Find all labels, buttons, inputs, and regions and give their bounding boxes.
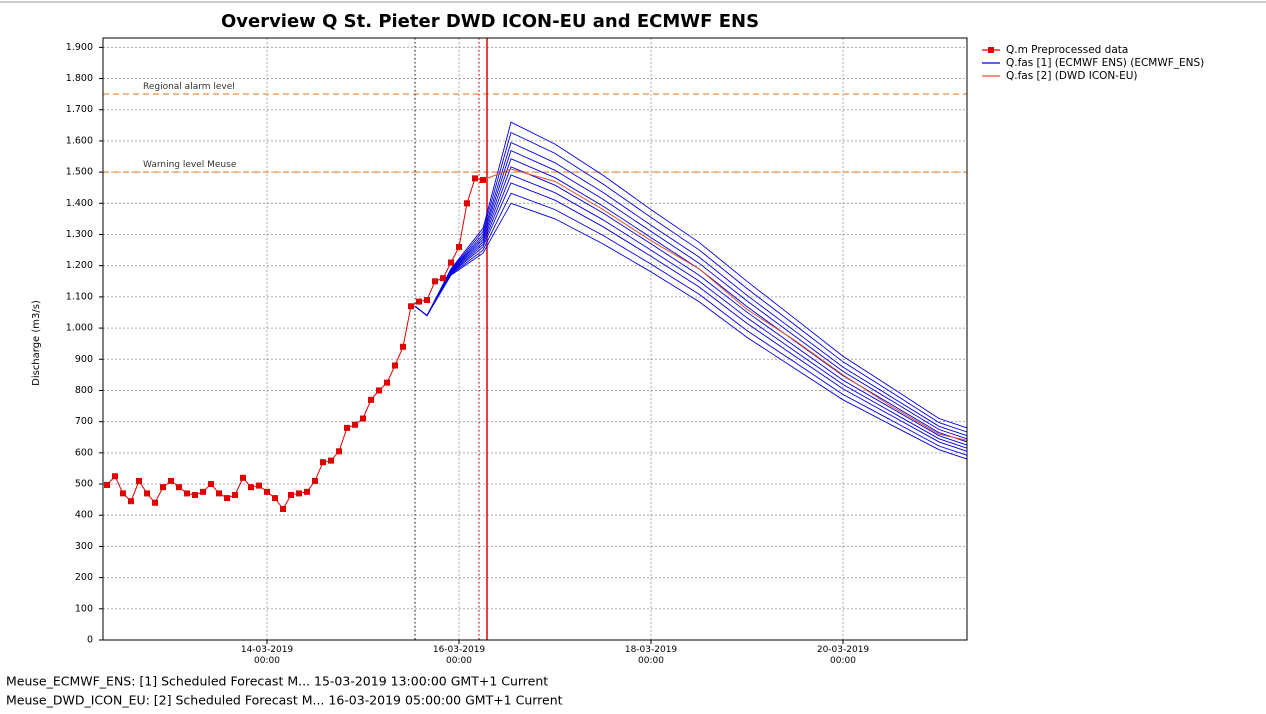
data-point bbox=[328, 457, 334, 464]
legend-label: Q.fas [1] (ECMWF ENS) (ECMWF_ENS) bbox=[1006, 57, 1204, 69]
data-point bbox=[144, 490, 150, 497]
data-point bbox=[416, 298, 422, 305]
data-point bbox=[352, 421, 358, 428]
y-tick-label: 1.900 bbox=[66, 42, 93, 53]
series-line bbox=[414, 158, 968, 443]
series-line bbox=[414, 202, 968, 460]
data-point bbox=[288, 491, 294, 498]
y-tick-label: 300 bbox=[75, 541, 93, 552]
data-point bbox=[128, 498, 134, 505]
data-point bbox=[432, 278, 438, 285]
data-point bbox=[304, 488, 310, 495]
data-point bbox=[448, 259, 454, 266]
data-point bbox=[104, 481, 110, 488]
threshold-label: Warning level Meuse bbox=[143, 160, 237, 170]
y-tick-label: 1.800 bbox=[66, 73, 93, 84]
data-point bbox=[408, 303, 414, 310]
data-point bbox=[232, 491, 238, 498]
data-point bbox=[112, 473, 118, 480]
data-point bbox=[224, 495, 230, 502]
y-tick-label: 1.400 bbox=[66, 198, 93, 209]
x-tick-label: 18-03-2019 00:00 bbox=[625, 645, 678, 666]
data-point bbox=[344, 424, 350, 431]
data-point bbox=[440, 275, 446, 282]
data-point bbox=[272, 495, 278, 502]
y-tick-label: 1.700 bbox=[66, 104, 93, 115]
data-point bbox=[336, 448, 342, 455]
y-tick-label: 1.300 bbox=[66, 229, 93, 240]
y-tick-label: 200 bbox=[75, 572, 93, 583]
x-tick-label: 14-03-2019 00:00 bbox=[241, 645, 294, 666]
data-point bbox=[136, 477, 142, 484]
data-point bbox=[216, 490, 222, 497]
data-point bbox=[392, 362, 398, 369]
series-line bbox=[414, 166, 968, 446]
y-tick-label: 700 bbox=[75, 416, 93, 427]
y-axis-label: Discharge (m3/s) bbox=[31, 300, 42, 386]
y-tick-label: 1.000 bbox=[66, 323, 93, 334]
y-tick-label: 800 bbox=[75, 385, 93, 396]
data-point bbox=[184, 490, 190, 497]
series-line bbox=[414, 192, 968, 456]
data-point bbox=[120, 490, 126, 497]
series-line bbox=[478, 168, 968, 441]
data-point bbox=[240, 474, 246, 481]
data-point bbox=[280, 505, 286, 512]
threshold-label: Regional alarm level bbox=[143, 82, 235, 92]
series-line bbox=[106, 177, 484, 510]
footer-line: Meuse_ECMWF_ENS: [1] Scheduled Forecast … bbox=[6, 674, 548, 689]
legend-label: Q.fas [2] (DWD ICON-EU) bbox=[1006, 70, 1138, 82]
data-point bbox=[248, 484, 254, 491]
data-point bbox=[320, 459, 326, 466]
data-point bbox=[472, 175, 478, 182]
data-point bbox=[296, 490, 302, 497]
legend-label: Q.m Preprocessed data bbox=[1006, 44, 1128, 56]
series-line bbox=[414, 149, 968, 440]
data-point bbox=[168, 477, 174, 484]
y-tick-label: 100 bbox=[75, 603, 93, 614]
y-tick-label: 1.600 bbox=[66, 135, 93, 146]
data-point bbox=[360, 415, 366, 422]
data-point bbox=[160, 484, 166, 491]
data-point bbox=[192, 491, 198, 498]
y-tick-label: 1.200 bbox=[66, 260, 93, 271]
series-line bbox=[414, 182, 968, 452]
y-tick-label: 0 bbox=[87, 635, 93, 646]
data-point bbox=[176, 484, 182, 491]
plot-frame bbox=[102, 37, 968, 641]
y-tick-label: 1.100 bbox=[66, 291, 93, 302]
data-point bbox=[400, 343, 406, 350]
legend-marker bbox=[988, 47, 994, 53]
data-point bbox=[256, 482, 262, 489]
data-point bbox=[152, 499, 158, 506]
series-line bbox=[414, 141, 968, 437]
series-line bbox=[414, 131, 968, 433]
data-point bbox=[424, 297, 430, 304]
data-point bbox=[456, 243, 462, 250]
data-point bbox=[264, 488, 270, 495]
data-point bbox=[464, 200, 470, 207]
data-point bbox=[312, 477, 318, 484]
x-tick-label: 20-03-2019 00:00 bbox=[817, 645, 870, 666]
data-point bbox=[480, 176, 486, 183]
chart-title: Overview Q St. Pieter DWD ICON-EU and EC… bbox=[221, 11, 759, 32]
y-tick-label: 1.500 bbox=[66, 167, 93, 178]
y-tick-label: 400 bbox=[75, 510, 93, 521]
y-tick-label: 900 bbox=[75, 354, 93, 365]
data-point bbox=[200, 488, 206, 495]
x-tick-label: 16-03-2019 00:00 bbox=[433, 645, 486, 666]
y-tick-label: 500 bbox=[75, 479, 93, 490]
series-line bbox=[414, 174, 968, 449]
series-line bbox=[414, 121, 968, 429]
data-point bbox=[384, 379, 390, 386]
data-point bbox=[208, 481, 214, 488]
y-tick-label: 600 bbox=[75, 447, 93, 458]
footer-line: Meuse_DWD_ICON_EU: [2] Scheduled Forecas… bbox=[6, 693, 563, 708]
data-point bbox=[368, 396, 374, 403]
data-point bbox=[376, 387, 382, 394]
